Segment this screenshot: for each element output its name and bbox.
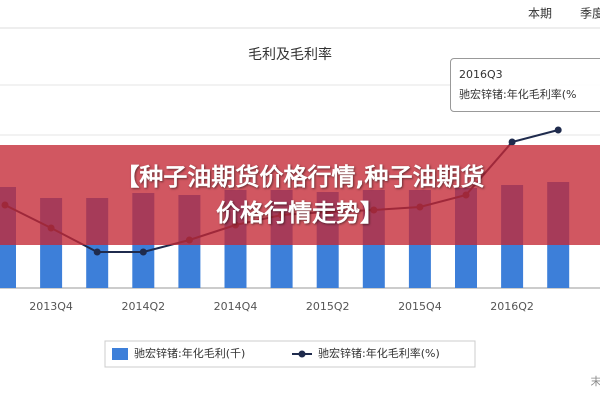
x-tick-label: 2014Q2 [121,300,165,313]
line-point [139,248,147,256]
tooltip: 2016Q3 驰宏锌锗:年化毛利率(% [450,58,600,112]
banner-line: 价格行情走势】 [216,199,384,227]
chart-title: 毛利及毛利率 [248,46,332,63]
tab[interactable]: 季度 [580,6,600,21]
legend-label: 驰宏锌锗:年化毛利(千) [134,346,245,360]
legend-swatch [298,350,306,358]
corner-text: 末 [591,374,600,388]
tooltip-title: 2016Q3 [459,68,503,81]
legend-swatch [112,348,128,360]
x-tick-label: 2014Q4 [214,300,258,313]
line-point [554,126,562,134]
banner-line: 【种子油期货价格行情,种子油期货 [115,163,485,191]
legend-label: 驰宏锌锗:年化毛利率(%) [318,346,440,360]
x-tick-label: 2015Q2 [306,300,350,313]
tooltip-label: 驰宏锌锗:年化毛利率(% [459,88,577,101]
banner[interactable]: 【种子油期货价格行情,种子油期货 价格行情走势】 [0,145,600,245]
line-point [508,138,516,146]
x-tick-label: 2015Q4 [398,300,442,313]
legend-box [104,340,476,368]
x-tick-label: 2016Q2 [490,300,534,313]
line-point [93,248,101,256]
tab[interactable]: 本期 [528,7,552,21]
x-tick-label: 2013Q4 [29,300,73,313]
